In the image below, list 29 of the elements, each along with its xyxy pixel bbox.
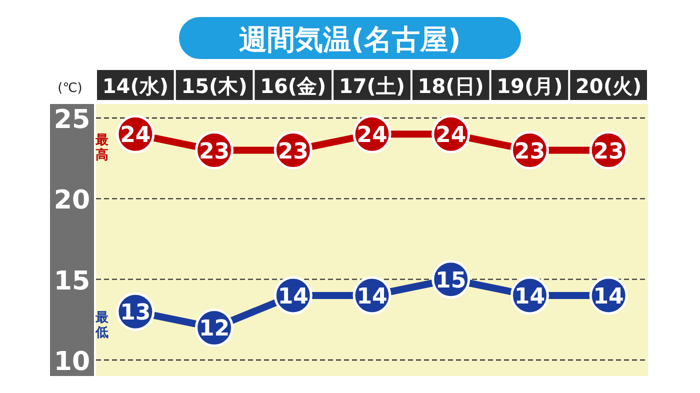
y-tick-label: 10	[54, 347, 90, 377]
series-label: 最低	[94, 310, 108, 341]
x-tick-label: 15(木)	[181, 74, 248, 98]
data-label: 24	[120, 123, 151, 148]
data-label: 24	[436, 123, 466, 148]
data-label: 14	[593, 284, 624, 310]
data-label: 24	[356, 123, 388, 148]
y-axis-title: (℃)	[58, 81, 82, 96]
data-label: 23	[593, 139, 624, 164]
chart-title: 週間気温(名古屋)	[239, 23, 461, 56]
data-label: 14	[356, 284, 388, 310]
data-label: 13	[120, 300, 151, 326]
data-label: 15	[436, 268, 466, 294]
x-tick-label: 18(日)	[418, 74, 484, 98]
series-label: 最高	[94, 133, 108, 164]
data-label: 14	[514, 284, 546, 310]
y-tick-label: 15	[54, 266, 90, 296]
data-label: 23	[514, 139, 546, 164]
y-tick-label: 20	[54, 186, 90, 216]
data-label: 23	[278, 139, 308, 164]
data-label: 23	[198, 139, 230, 164]
x-tick-label: 19(月)	[496, 74, 563, 98]
data-label: 12	[198, 316, 230, 342]
x-tick-label: 20(火)	[576, 74, 642, 98]
x-tick-label: 14(水)	[102, 74, 168, 98]
x-tick-label: 17(土)	[338, 74, 406, 98]
y-tick-label: 25	[54, 105, 90, 135]
x-tick-label: 16(金)	[260, 74, 326, 98]
data-label: 14	[278, 284, 308, 310]
